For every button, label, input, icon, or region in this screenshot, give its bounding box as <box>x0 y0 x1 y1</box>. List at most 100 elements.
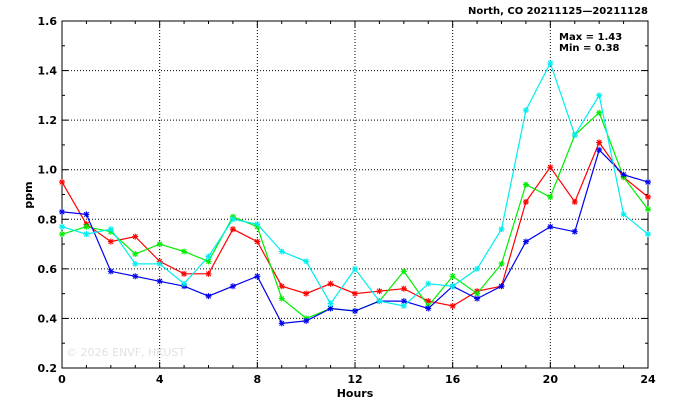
y-tick-label: 1.6 <box>38 15 58 28</box>
min-label: Min = 0.38 <box>559 43 620 54</box>
data-point <box>449 283 456 290</box>
data-point <box>522 107 529 114</box>
y-tick-label: 0.4 <box>38 312 58 325</box>
y-axis-title: ppm <box>22 181 35 208</box>
data-point <box>620 211 627 218</box>
watermark: © 2026 ENVF, HKUST <box>66 346 185 359</box>
data-point <box>327 300 334 307</box>
data-point <box>254 221 261 228</box>
data-point <box>156 241 163 248</box>
x-axis-title: Hours <box>337 387 374 400</box>
y-tick-label: 1.4 <box>38 65 58 78</box>
data-point <box>59 208 65 215</box>
data-point <box>474 265 481 272</box>
data-point <box>620 171 627 178</box>
data-point <box>107 226 114 233</box>
data-point <box>156 278 163 285</box>
data-point <box>400 285 407 292</box>
y-tick-label: 0.6 <box>38 263 58 276</box>
x-tick-label: 16 <box>445 373 461 386</box>
data-point <box>645 206 651 213</box>
data-point <box>59 223 65 230</box>
data-point <box>205 253 212 260</box>
data-point <box>400 303 407 310</box>
max-label: Max = 1.43 <box>559 32 622 43</box>
data-point <box>376 288 383 295</box>
data-point <box>254 238 261 245</box>
data-point <box>132 273 139 280</box>
data-point <box>156 260 163 267</box>
data-point <box>278 283 285 290</box>
data-point <box>181 270 188 277</box>
chart-title: North, CO 20211125—20211128 <box>468 6 648 17</box>
data-point <box>522 198 529 205</box>
y-tick-label: 1.0 <box>38 164 58 177</box>
data-point <box>205 293 212 300</box>
data-point <box>498 283 505 290</box>
data-point <box>303 290 310 297</box>
data-point <box>547 193 554 200</box>
data-point <box>132 233 139 240</box>
data-point <box>181 248 188 255</box>
y-tick-label: 0.2 <box>38 362 58 375</box>
data-point <box>278 248 285 255</box>
data-point <box>425 305 432 312</box>
grid-lines <box>62 21 648 368</box>
y-tick-label: 0.8 <box>38 213 58 226</box>
data-point <box>547 223 554 230</box>
data-point <box>376 298 383 305</box>
data-point <box>425 280 432 287</box>
data-point <box>474 295 481 302</box>
x-tick-label: 12 <box>347 373 362 386</box>
x-tick-label: 24 <box>640 373 656 386</box>
data-point <box>303 258 310 265</box>
data-point <box>522 181 529 188</box>
data-point <box>107 268 114 275</box>
data-point <box>83 211 90 218</box>
data-point <box>596 92 603 99</box>
series-line <box>61 141 649 307</box>
data-point <box>83 223 90 230</box>
series-4 <box>59 60 651 310</box>
data-point <box>352 307 358 314</box>
data-point <box>303 317 310 324</box>
data-point <box>449 303 456 310</box>
series-3 <box>59 146 651 327</box>
data-point <box>327 280 334 287</box>
data-point <box>59 231 65 238</box>
data-point <box>83 231 90 238</box>
data-point <box>229 216 236 223</box>
data-point <box>400 298 407 305</box>
data-point <box>596 139 603 146</box>
series-layer <box>59 60 651 327</box>
data-point <box>205 270 212 277</box>
data-point <box>229 226 236 233</box>
data-point <box>254 273 261 280</box>
data-point <box>132 250 139 257</box>
data-point <box>352 290 358 297</box>
data-point <box>107 238 114 245</box>
data-point <box>596 146 603 153</box>
data-point <box>352 265 358 272</box>
data-point <box>278 295 285 302</box>
data-point <box>571 198 578 205</box>
series-1 <box>59 139 651 310</box>
data-point <box>547 60 554 67</box>
data-point <box>571 228 578 235</box>
x-tick-label: 4 <box>156 373 164 386</box>
data-point <box>571 132 578 139</box>
data-point <box>498 260 505 267</box>
data-point <box>400 268 407 275</box>
data-point <box>132 260 139 267</box>
data-point <box>498 226 505 233</box>
series-line <box>61 111 649 320</box>
x-tick-label: 8 <box>254 373 262 386</box>
data-point <box>278 320 285 327</box>
y-tick-label: 1.2 <box>38 114 58 127</box>
x-tick-label: 20 <box>543 373 559 386</box>
data-point <box>645 193 651 200</box>
axis-ticks: 0 4 8 12 16 20 24 0.2 0.4 0.6 0.8 1.0 1.2 1.4 1.6 <box>38 15 656 386</box>
data-point <box>449 273 456 280</box>
data-point <box>181 280 188 287</box>
